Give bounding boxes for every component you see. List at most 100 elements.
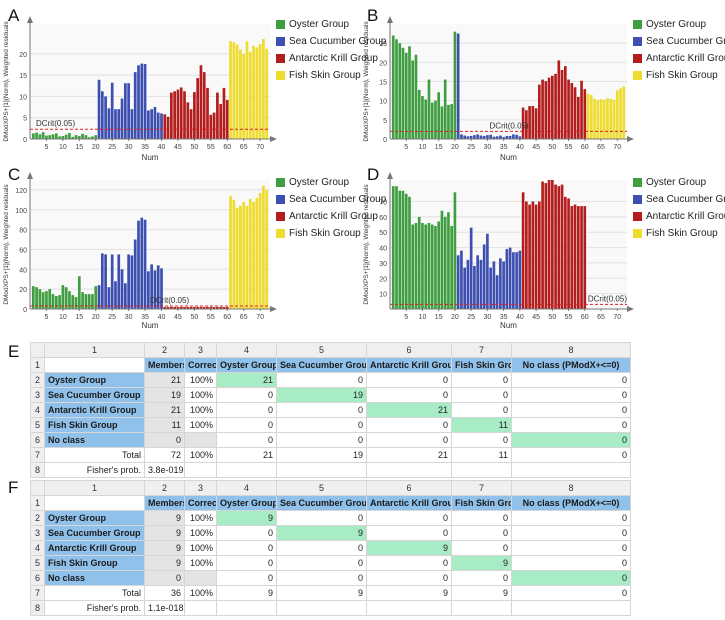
row-number: 7 [30, 447, 45, 463]
bar [239, 205, 242, 309]
table-cell: 21 [366, 447, 452, 463]
table-cell: 0 [366, 387, 452, 403]
y-tick-label: 10 [19, 94, 27, 101]
y-tick-label: 80 [19, 228, 27, 235]
column-number: 6 [366, 342, 452, 358]
x-axis-arrow [627, 136, 634, 142]
bar [391, 186, 395, 309]
y-tick-label: 70 [379, 200, 387, 207]
bar [84, 135, 88, 139]
bar [150, 109, 153, 139]
y-tick-label: 20 [379, 60, 387, 67]
bar [528, 204, 531, 309]
bar [117, 254, 121, 309]
panel-label-d: D [367, 165, 380, 184]
bar [216, 92, 219, 139]
bar [576, 96, 580, 139]
x-tick-label: 65 [597, 144, 605, 151]
legend-item-oyster: Oyster Group [276, 16, 386, 33]
bar [576, 206, 580, 309]
bar [176, 307, 180, 309]
bar [469, 227, 473, 309]
bar [242, 53, 246, 139]
empty-cell [276, 462, 367, 478]
y-tick-label: 60 [19, 247, 27, 254]
bar [147, 110, 150, 139]
bar [130, 109, 134, 139]
bar [479, 135, 483, 139]
table-cell: 0 [366, 372, 452, 388]
legend-swatch [276, 54, 285, 63]
x-tick-label: 15 [75, 314, 83, 321]
x-axis-label: Num [142, 153, 159, 162]
table-cell: 0 [366, 510, 452, 526]
legend-swatch [276, 71, 285, 80]
x-tick-label: 55 [207, 144, 215, 151]
bar [434, 226, 437, 309]
empty-cell [451, 462, 512, 478]
bar-chart-a: 0 5 10 15 20 DCrit(0.05) 5 10 15 20 25 30 35 40 45 50 55… [3, 16, 277, 162]
bar [557, 60, 561, 139]
table-cell: 0 [276, 372, 367, 388]
table-cell: 9 [216, 585, 277, 601]
bar [212, 307, 216, 309]
bar [447, 212, 450, 309]
bar [427, 79, 431, 139]
correct-cell: 100% [184, 540, 217, 556]
legend-item-cucumber: Sea Cucumber Group [276, 33, 386, 50]
column-number: 4 [216, 342, 277, 358]
table-cell: 21 [216, 372, 277, 388]
bar [456, 255, 460, 309]
x-tick-label: 25 [108, 144, 116, 151]
bar [398, 43, 402, 139]
legend-label: Antarctic Krill Group [646, 211, 725, 222]
column-number: 5 [276, 342, 367, 358]
x-tick-label: 35 [500, 314, 508, 321]
table-cell: 9 [366, 585, 452, 601]
table-cell: 0 [276, 417, 367, 433]
bar [229, 41, 232, 140]
empty-cell [216, 462, 277, 478]
row-number: 8 [30, 462, 45, 478]
members-cell: 0 [144, 432, 185, 448]
bar [107, 108, 111, 139]
header-cell: Sea Cucumber Group [276, 495, 367, 511]
column-number: 2 [144, 480, 185, 496]
bar [541, 79, 544, 139]
bar [596, 99, 600, 139]
x-tick-label: 25 [467, 144, 475, 151]
bar [404, 52, 408, 139]
row-number: 3 [30, 387, 45, 403]
bar [586, 93, 590, 139]
bar [235, 207, 239, 309]
bar [469, 135, 473, 139]
x-tick-label: 60 [223, 314, 231, 321]
bar [189, 307, 193, 309]
bar [245, 205, 249, 309]
bar [560, 184, 564, 309]
y-axis-arrow [387, 172, 393, 179]
y-axis-label: DModXPS+[1](Norm), Weighted residuals [363, 21, 370, 142]
legend-label: Oyster Group [289, 19, 350, 30]
x-tick-label: 40 [158, 314, 166, 321]
legend-swatch [276, 229, 285, 238]
table-cell: 0 [511, 585, 631, 601]
table-row: 5 Fish Skin Group 9 100% 0 0 0 9 0 [30, 555, 631, 571]
row-label: Oyster Group [44, 510, 145, 526]
legend-swatch [276, 178, 285, 187]
table-cell: 0 [451, 540, 512, 556]
x-tick-label: 20 [451, 314, 459, 321]
bar [143, 219, 147, 309]
bar [219, 307, 223, 309]
bar [563, 196, 567, 309]
header-cell: Fish Skin Group [451, 495, 512, 511]
row-number: 5 [30, 555, 45, 571]
empty-cell [276, 600, 367, 616]
table-row: 6 No class 0 0 0 0 0 0 [30, 570, 631, 586]
bar [414, 223, 418, 309]
x-tick-label: 70 [613, 144, 621, 151]
correct-cell [184, 570, 217, 586]
table-cell: 0 [366, 417, 452, 433]
bar [153, 270, 157, 309]
bar [87, 137, 91, 139]
